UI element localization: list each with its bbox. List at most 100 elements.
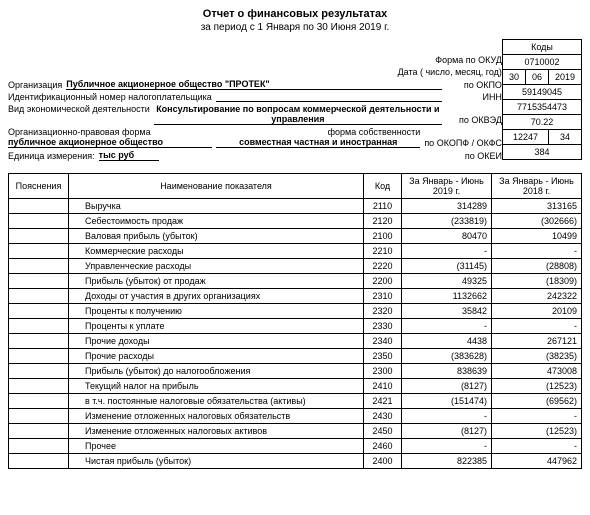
cell-code: 2220 <box>364 259 402 274</box>
cell-prev: (28808) <box>492 259 582 274</box>
cell-code: 2200 <box>364 274 402 289</box>
cell-cur: (383628) <box>402 349 492 364</box>
cell-code: 2100 <box>364 229 402 244</box>
cell-cur: (151474) <box>402 394 492 409</box>
cell-cur: 4438 <box>402 334 492 349</box>
cell-prev: 447962 <box>492 454 582 469</box>
cell-name: Себестоимость продаж <box>69 214 364 229</box>
table-row: Коммерческие расходы2210-- <box>9 244 582 259</box>
cell-explain <box>9 424 69 439</box>
cell-prev: 10499 <box>492 229 582 244</box>
cell-prev: (38235) <box>492 349 582 364</box>
okei-cell: 384 <box>502 145 581 160</box>
cell-cur: (8127) <box>402 424 492 439</box>
cell-name: Проценты к получению <box>69 304 364 319</box>
cell-cur: (233819) <box>402 214 492 229</box>
table-row: Прибыль (убыток) от продаж220049325(1830… <box>9 274 582 289</box>
cell-name: Изменение отложенных налоговых обязатель… <box>69 409 364 424</box>
okopf2-cell: 34 <box>548 130 581 145</box>
cell-cur: 49325 <box>402 274 492 289</box>
table-row: Изменение отложенных налоговых обязатель… <box>9 409 582 424</box>
cell-explain <box>9 214 69 229</box>
table-row: Чистая прибыль (убыток)2400822385447962 <box>9 454 582 469</box>
cell-name: Валовая прибыль (убыток) <box>69 229 364 244</box>
col-prev: За Январь - Июнь 2018 г. <box>492 174 582 199</box>
table-row: Проценты к получению23203584220109 <box>9 304 582 319</box>
table-row: Проценты к уплате2330-- <box>9 319 582 334</box>
cell-prev: (302666) <box>492 214 582 229</box>
inn-label: Идентификационный номер налогоплательщик… <box>8 92 212 102</box>
cell-prev: (69562) <box>492 394 582 409</box>
cell-explain <box>9 379 69 394</box>
cell-code: 2210 <box>364 244 402 259</box>
org-value: Публичное акционерное общество "ПРОТЕК" <box>66 79 442 90</box>
table-row: Управленческие расходы2220(31145)(28808) <box>9 259 582 274</box>
cell-prev: 20109 <box>492 304 582 319</box>
form-okud-label: Форма по ОКУД <box>435 55 502 65</box>
cell-code: 2340 <box>364 334 402 349</box>
table-row: Прочие расходы2350(383628)(38235) <box>9 349 582 364</box>
cell-explain <box>9 319 69 334</box>
cell-explain <box>9 334 69 349</box>
col-explain: Пояснения <box>9 174 69 199</box>
cell-explain <box>9 229 69 244</box>
cell-explain <box>9 259 69 274</box>
table-row: Текущий налог на прибыль2410(8127)(12523… <box>9 379 582 394</box>
cell-name: Прочие доходы <box>69 334 364 349</box>
table-row: Доходы от участия в других организациях2… <box>9 289 582 304</box>
cell-cur: - <box>402 409 492 424</box>
table-row: Себестоимость продаж2120(233819)(302666) <box>9 214 582 229</box>
report-title: Отчет о финансовых результатах <box>8 8 582 20</box>
cell-cur: - <box>402 244 492 259</box>
okopf1-cell: 12247 <box>502 130 548 145</box>
cell-code: 2460 <box>364 439 402 454</box>
cell-cur: 314289 <box>402 199 492 214</box>
cell-cur: - <box>402 439 492 454</box>
okpo-label: по ОКПО <box>446 80 502 90</box>
cell-name: в т.ч. постоянные налоговые обязательств… <box>69 394 364 409</box>
cell-explain <box>9 244 69 259</box>
opform-value2: совместная частная и иностранная <box>216 137 420 148</box>
opform-label2: форма собственности <box>328 127 421 137</box>
codes-table: Коды 0710002 30 06 2019 59149045 7715354… <box>502 39 582 160</box>
cell-code: 2320 <box>364 304 402 319</box>
cell-code: 2300 <box>364 364 402 379</box>
report-period: за период с 1 Января по 30 Июня 2019 г. <box>8 22 582 33</box>
activity-label: Вид экономической деятельности <box>8 104 150 114</box>
cell-code: 2350 <box>364 349 402 364</box>
main-table: Пояснения Наименование показателя Код За… <box>8 173 582 469</box>
cell-cur: 80470 <box>402 229 492 244</box>
cell-code: 2310 <box>364 289 402 304</box>
cell-prev: 313165 <box>492 199 582 214</box>
okved-cell: 70.22 <box>502 115 581 130</box>
cell-cur: 838639 <box>402 364 492 379</box>
cell-prev: - <box>492 409 582 424</box>
table-row: Выручка2110314289313165 <box>9 199 582 214</box>
cell-cur: 1132662 <box>402 289 492 304</box>
table-row: Валовая прибыль (убыток)21008047010499 <box>9 229 582 244</box>
activity-value: Консультирование по вопросам коммерческо… <box>154 104 442 125</box>
cell-prev: 473008 <box>492 364 582 379</box>
table-row: Изменение отложенных налоговых активов24… <box>9 424 582 439</box>
date-m: 06 <box>525 70 548 85</box>
cell-code: 2400 <box>364 454 402 469</box>
okpo-cell: 59149045 <box>502 85 581 100</box>
cell-cur: 35842 <box>402 304 492 319</box>
cell-explain <box>9 409 69 424</box>
table-row: Прибыль (убыток) до налогообложения23008… <box>9 364 582 379</box>
okved-label: по ОКВЭД <box>446 115 502 125</box>
cell-code: 2330 <box>364 319 402 334</box>
unit-label: Единица измерения: <box>8 151 95 161</box>
cell-prev: - <box>492 439 582 454</box>
inn-cell: 7715354473 <box>502 100 581 115</box>
okei-label: по ОКЕИ <box>446 151 502 161</box>
table-row: Прочее2460-- <box>9 439 582 454</box>
cell-name: Изменение отложенных налоговых активов <box>69 424 364 439</box>
cell-code: 2430 <box>364 409 402 424</box>
unit-value: тыс руб <box>99 150 159 161</box>
cell-code: 2450 <box>364 424 402 439</box>
cell-code: 2410 <box>364 379 402 394</box>
cell-prev: (12523) <box>492 424 582 439</box>
cell-cur: (8127) <box>402 379 492 394</box>
cell-prev: - <box>492 319 582 334</box>
